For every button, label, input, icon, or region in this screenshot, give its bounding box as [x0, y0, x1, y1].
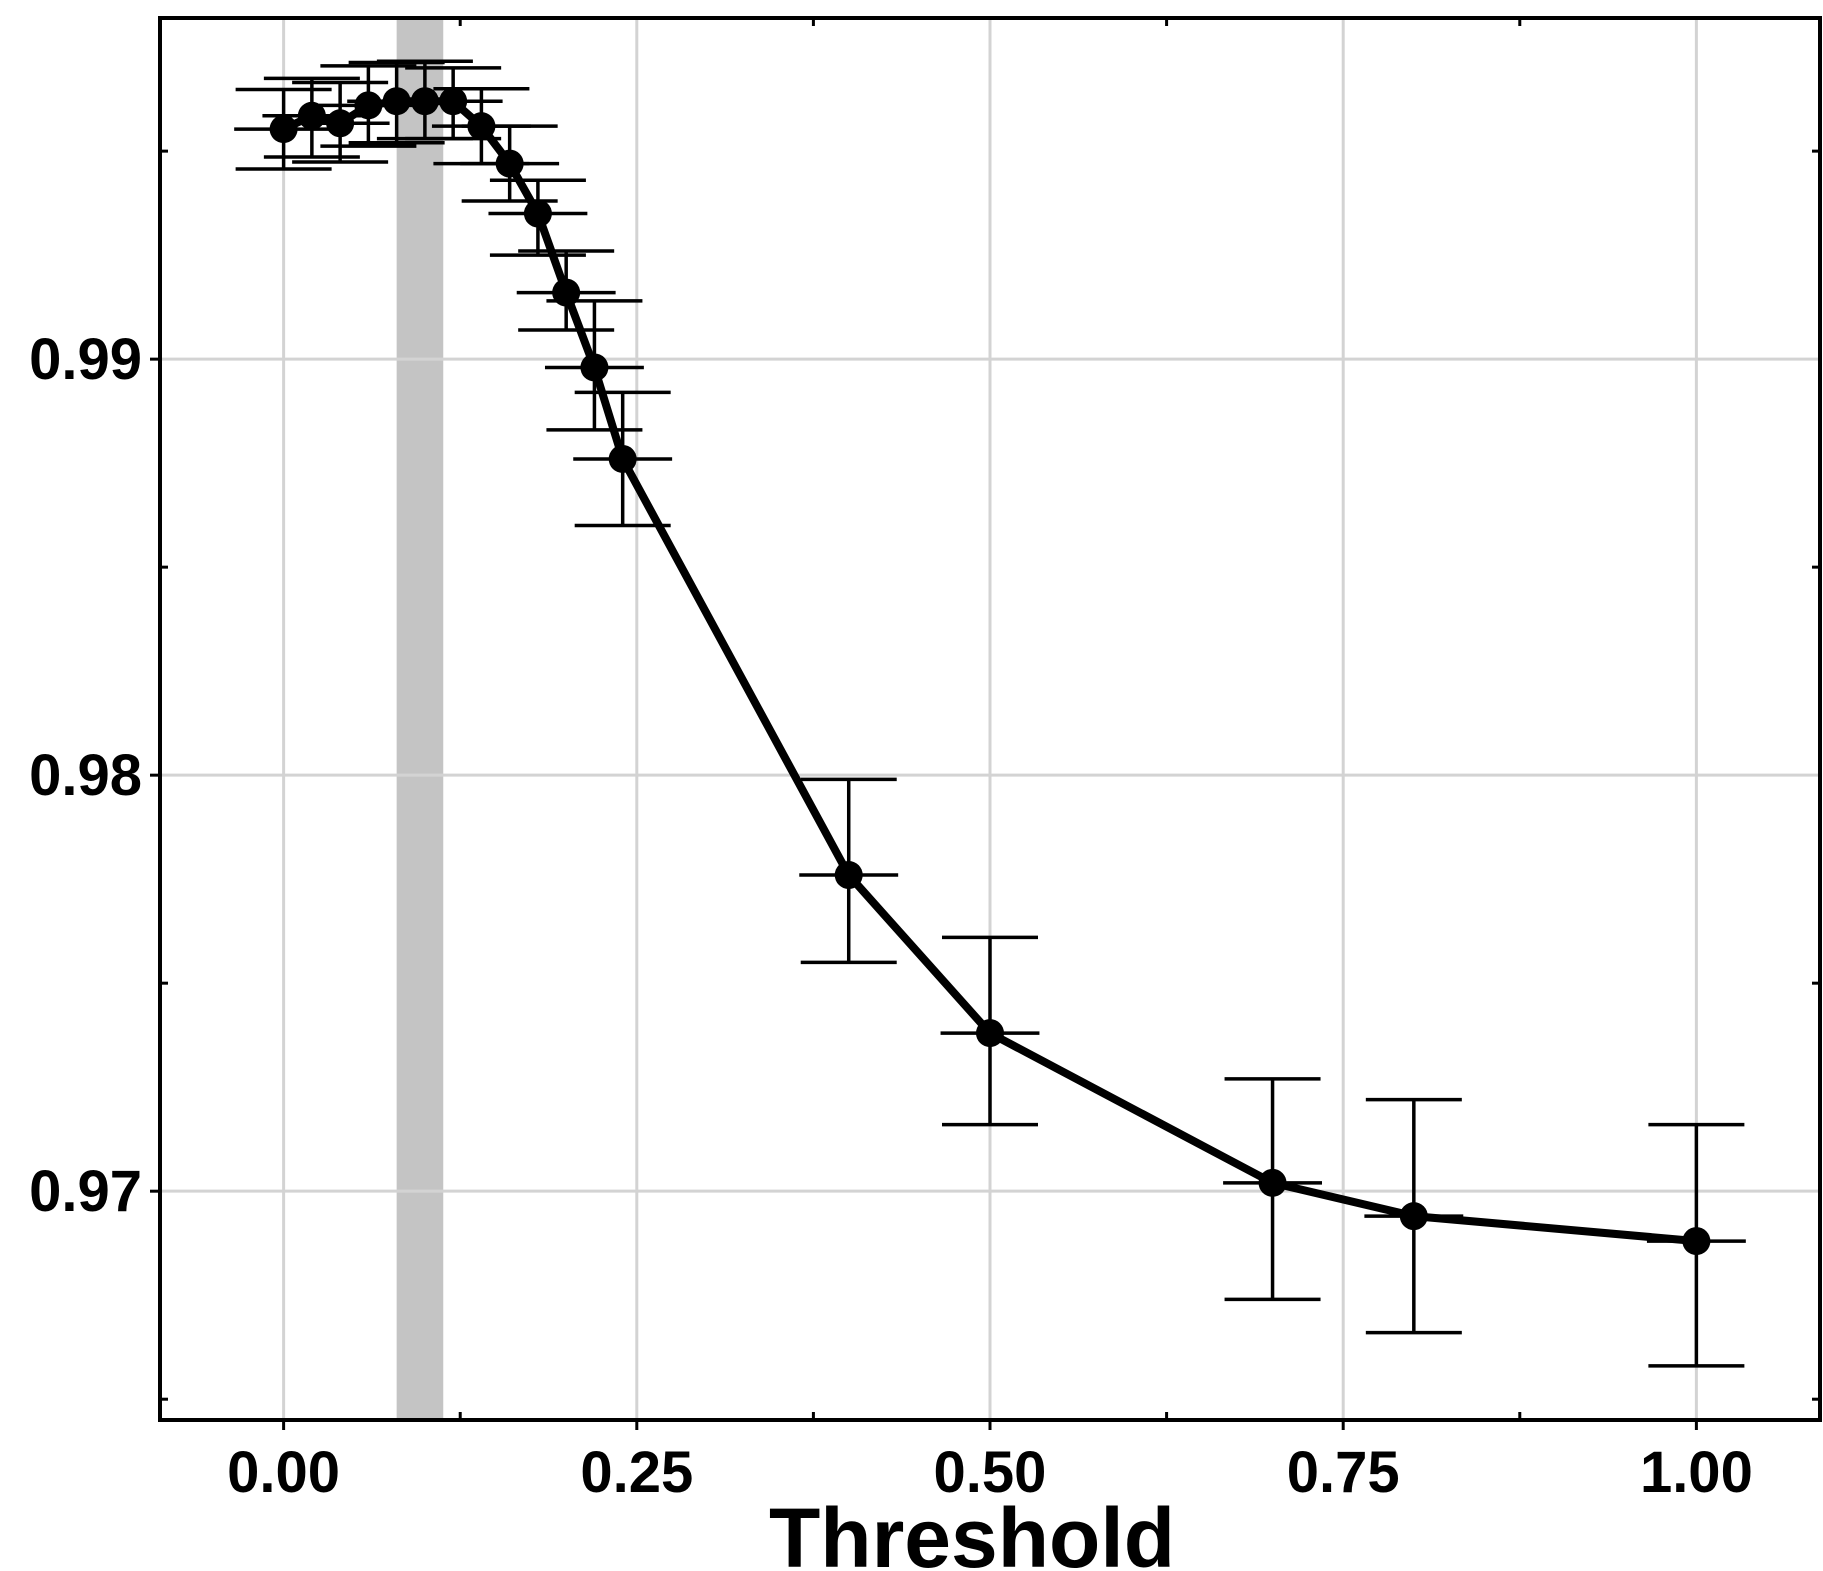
data-point	[1682, 1227, 1711, 1256]
data-point	[495, 149, 524, 178]
x-tick-label: 1.00	[1640, 1440, 1753, 1505]
data-point	[1399, 1202, 1428, 1231]
axis-layer: 0.00 0.25 0.50 0.75 1.00 0.97 0.98 0.99	[29, 16, 1822, 1505]
y-tick-label: 0.98	[29, 743, 142, 808]
x-axis-title: Threshold	[769, 1491, 1175, 1571]
highlight-band-layer	[396, 18, 444, 1420]
y-tick-label: 0.99	[29, 327, 142, 392]
highlight-band	[396, 18, 444, 1420]
data-point	[410, 87, 439, 116]
data-point	[580, 353, 609, 382]
x-tick-label: 0.50	[934, 1440, 1047, 1505]
data-point	[439, 87, 468, 116]
data-point	[834, 861, 863, 890]
data-point	[1258, 1168, 1287, 1197]
y-tick-label: 0.97	[29, 1159, 142, 1224]
data-point	[976, 1019, 1004, 1048]
series-layer	[234, 59, 1746, 1368]
x-tick-label: 0.00	[227, 1440, 340, 1505]
data-point	[326, 109, 355, 138]
data-point	[552, 278, 581, 307]
data-point	[297, 101, 326, 130]
data-point	[523, 199, 552, 228]
x-tick-label: 0.25	[580, 1440, 693, 1505]
data-point	[269, 115, 298, 144]
data-point	[467, 112, 496, 141]
x-tick-label: 0.75	[1287, 1440, 1400, 1505]
grid-layer	[160, 18, 1820, 1420]
data-point	[354, 91, 383, 120]
data-point	[608, 444, 637, 473]
data-point	[382, 87, 411, 116]
